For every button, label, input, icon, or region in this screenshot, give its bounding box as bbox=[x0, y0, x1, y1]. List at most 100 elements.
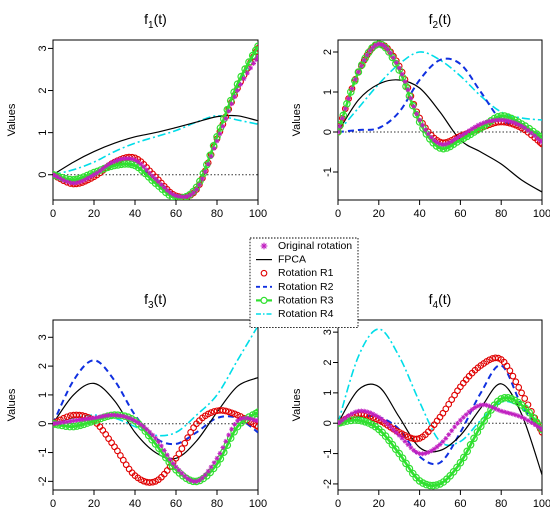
series-point bbox=[510, 411, 516, 417]
y-axis-label: Values bbox=[291, 388, 303, 421]
series-point bbox=[455, 420, 460, 426]
series-point bbox=[516, 413, 522, 419]
series-point bbox=[217, 131, 223, 137]
series-point bbox=[88, 174, 94, 179]
series-point bbox=[476, 422, 485, 431]
series-point bbox=[181, 439, 189, 447]
series-point bbox=[484, 402, 489, 408]
series-point bbox=[64, 419, 70, 425]
series-point bbox=[251, 417, 256, 423]
series-point bbox=[71, 418, 76, 424]
y-tick-label: 1 bbox=[322, 390, 334, 396]
series-point bbox=[405, 442, 411, 447]
y-tick-label: 3 bbox=[37, 45, 49, 51]
series-point bbox=[338, 123, 343, 129]
series-original-rotation bbox=[53, 54, 258, 200]
x-tick-label: 80 bbox=[211, 498, 223, 510]
x-tick-label: 80 bbox=[495, 498, 507, 510]
x-tick-label: 40 bbox=[129, 208, 141, 220]
series-point bbox=[358, 63, 364, 69]
series-point bbox=[361, 57, 367, 63]
legend-entry: Rotation R1 bbox=[260, 267, 334, 279]
plot-frame bbox=[337, 319, 543, 491]
series-point bbox=[172, 454, 180, 462]
series-point bbox=[179, 470, 185, 476]
series-point bbox=[486, 356, 493, 364]
series-point bbox=[194, 187, 199, 192]
y-tick-label: 1 bbox=[37, 392, 49, 398]
series-point bbox=[483, 411, 492, 420]
series-point bbox=[106, 162, 111, 167]
series-point bbox=[507, 411, 513, 416]
series-point bbox=[498, 117, 504, 123]
series-point bbox=[226, 432, 232, 438]
series-point bbox=[487, 403, 492, 409]
series-point bbox=[522, 125, 528, 131]
series-point bbox=[391, 59, 400, 68]
series-point bbox=[88, 416, 94, 421]
series-point bbox=[404, 433, 412, 441]
y-tick-label: 3 bbox=[322, 329, 334, 335]
series-point bbox=[150, 432, 155, 438]
series-point bbox=[339, 115, 345, 121]
x-tick-label: 60 bbox=[170, 498, 182, 510]
series-point bbox=[229, 101, 234, 107]
series-point bbox=[206, 151, 215, 160]
plot-frame bbox=[52, 39, 259, 201]
series-point bbox=[382, 419, 387, 424]
series-point bbox=[164, 187, 170, 193]
series-point bbox=[153, 176, 158, 182]
series-point bbox=[357, 61, 366, 69]
series-point bbox=[74, 180, 79, 186]
series-point bbox=[79, 178, 85, 184]
series-point bbox=[385, 421, 390, 427]
x-tick-label: 40 bbox=[129, 498, 141, 510]
series-point bbox=[175, 450, 183, 458]
y-tick-label: 2 bbox=[322, 359, 334, 365]
series-point bbox=[419, 479, 427, 487]
x-tick-label: 0 bbox=[50, 498, 56, 510]
legend-label: FPCA bbox=[278, 254, 306, 266]
panel-title: f1(t) bbox=[144, 11, 167, 31]
title-sub: 2 bbox=[433, 20, 439, 31]
series-point bbox=[125, 465, 133, 473]
series-point bbox=[436, 413, 444, 421]
series-point bbox=[182, 473, 188, 479]
series-point bbox=[478, 402, 484, 408]
series-point bbox=[144, 167, 150, 173]
series-point bbox=[167, 190, 173, 196]
title-suffix: (t) bbox=[154, 291, 167, 307]
series-point bbox=[200, 176, 205, 182]
legend-label: Rotation R2 bbox=[278, 281, 334, 293]
series-point bbox=[182, 194, 188, 200]
y-tick-label: 0 bbox=[322, 420, 334, 426]
series-point bbox=[164, 452, 170, 458]
series-point bbox=[495, 117, 501, 123]
series-point bbox=[211, 146, 217, 151]
series-point bbox=[103, 413, 109, 419]
series-point bbox=[188, 192, 193, 198]
series-point bbox=[61, 419, 66, 425]
series-point bbox=[191, 190, 196, 196]
series-point bbox=[393, 430, 399, 435]
series-point bbox=[382, 43, 387, 49]
series-point bbox=[379, 416, 385, 422]
series-point bbox=[61, 177, 66, 183]
series-point bbox=[370, 411, 376, 417]
series-point bbox=[449, 428, 455, 434]
series-point bbox=[402, 79, 408, 84]
series-point bbox=[529, 130, 534, 136]
title-main: f bbox=[429, 11, 433, 27]
series-point bbox=[167, 457, 173, 462]
series-point bbox=[364, 409, 370, 415]
series-point bbox=[170, 192, 176, 197]
series-point bbox=[156, 179, 161, 185]
series-point bbox=[159, 182, 164, 187]
series-point bbox=[516, 122, 522, 127]
series-point bbox=[71, 180, 76, 186]
series-point bbox=[82, 177, 88, 182]
series-point bbox=[214, 138, 220, 144]
series-point bbox=[226, 108, 232, 114]
series-point bbox=[230, 427, 238, 436]
